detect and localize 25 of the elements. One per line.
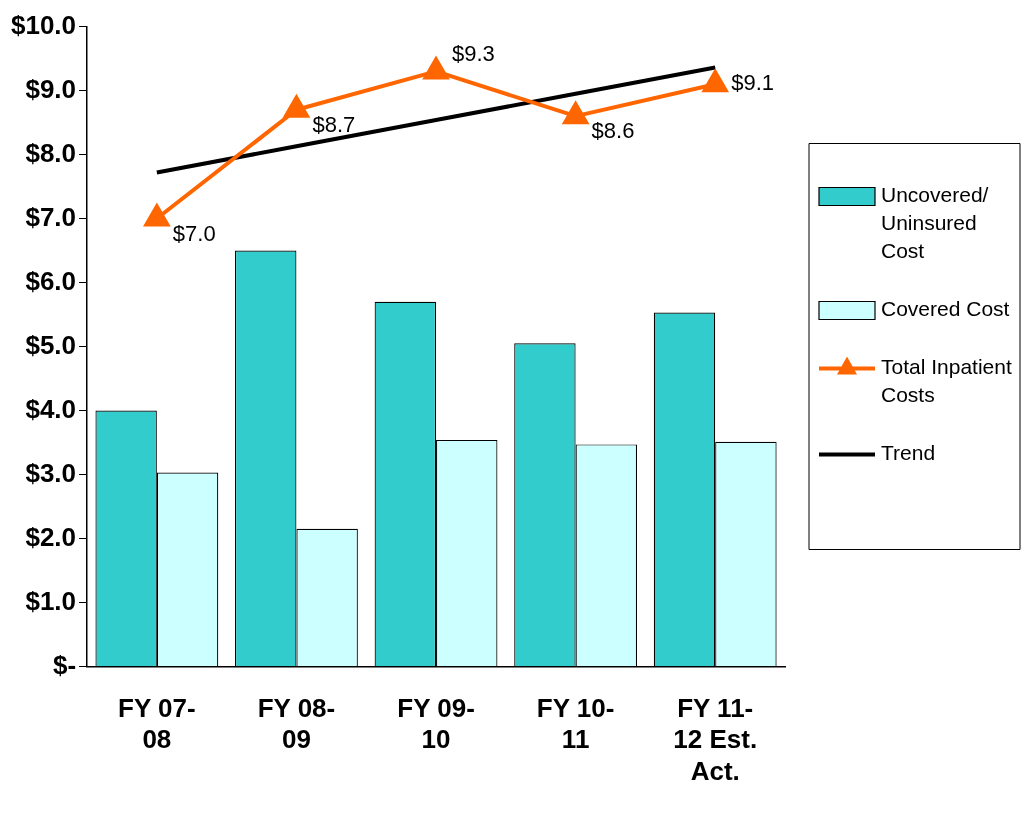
x-tick-label: FY 07-08 bbox=[118, 693, 196, 755]
legend-label: Total Inpatient Costs bbox=[881, 355, 1012, 407]
y-tick-label: $3.0 bbox=[25, 457, 77, 488]
data-label: $9.3 bbox=[452, 41, 495, 67]
y-tick-label: $8.0 bbox=[25, 137, 77, 168]
data-label: $9.1 bbox=[731, 70, 775, 96]
x-tick-label: FY 09-10 bbox=[397, 693, 475, 755]
legend-label: Covered Cost bbox=[881, 297, 1010, 321]
y-tick-label: $5.0 bbox=[25, 329, 77, 360]
y-tick-label: $- bbox=[52, 649, 77, 680]
y-tick-label: $4.0 bbox=[25, 393, 77, 424]
legend-label: Uncovered/ Uninsured Cost bbox=[881, 183, 989, 263]
y-tick-label: $2.0 bbox=[25, 521, 77, 552]
y-tick-label: $7.0 bbox=[25, 201, 77, 232]
x-tick-label: FY 10-11 bbox=[536, 693, 615, 755]
legend-label: Trend bbox=[881, 441, 936, 465]
data-label: $8.6 bbox=[591, 118, 635, 144]
y-tick-label: $6.0 bbox=[25, 265, 77, 296]
data-label: $8.7 bbox=[312, 111, 356, 137]
y-tick-label: $10.0 bbox=[10, 9, 77, 40]
y-tick-label: $1.0 bbox=[25, 585, 77, 616]
data-label: $7.0 bbox=[172, 220, 216, 246]
y-tick-label: $9.0 bbox=[25, 73, 77, 104]
x-tick-label: FY 11-12 Est. Act. bbox=[673, 693, 758, 786]
x-tick-label: FY 08-09 bbox=[257, 693, 336, 755]
